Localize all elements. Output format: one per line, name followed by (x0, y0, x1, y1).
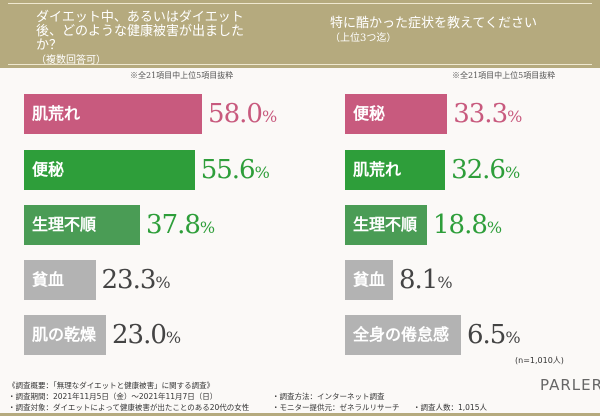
bar-left-1: 便秘 (24, 150, 195, 190)
bar-left-0: 肌荒れ (24, 94, 203, 134)
value-label: 18.8% (433, 210, 502, 240)
bottom-border (0, 413, 600, 416)
survey-target: ・調査対象：ダイエットによって健康被害が出たことのある20代の女性 (8, 403, 250, 412)
bar-right-2: 生理不順 (345, 205, 427, 245)
value-label: 23.3% (101, 265, 171, 295)
right-note: ※全21項目中上位5項目抜粋 (452, 71, 556, 80)
left-question: ダイエット中、あるいはダイエット後、どのような健康被害が出ましたか？ （複数回答可… (36, 10, 245, 67)
bar-right-4: 全身の倦怠感 (345, 315, 461, 355)
bar-right-1: 肌荒れ (345, 150, 446, 190)
value-label: 58.0% (208, 99, 277, 129)
bar-left-4: 肌の乾燥 (24, 315, 106, 355)
value-label: 32.6% (451, 155, 520, 185)
sample-size: (n=1,010人) (515, 356, 564, 365)
value-label: 55.6% (200, 155, 270, 185)
parler-logo: PARLER (540, 376, 600, 394)
survey-title: 《調査概要：「無理なダイエットと健康被害」に関する調査》 (8, 381, 215, 390)
value-label: 37.8% (146, 210, 215, 240)
value-label: 33.3% (453, 99, 522, 129)
value-label: 6.5% (467, 320, 521, 350)
bar-right-0: 便秘 (345, 94, 448, 134)
bar-left-3: 貧血 (24, 260, 96, 300)
right-question: 特に酷かった症状を教えてください （上位3つ迄） (330, 16, 537, 45)
survey-count: ・調査人数：1,015人 (413, 403, 487, 412)
value-label: 8.1% (399, 265, 453, 295)
survey-provider: ・モニター提供元：ゼネラルリサーチ (272, 403, 400, 412)
value-label: 23.0% (112, 320, 181, 350)
survey-period: ・調査期間：2021年11月5日（金）～2021年11月7日（日） (8, 392, 218, 401)
left-note: ※全21項目中上位5項目抜粋 (130, 71, 234, 80)
bar-left-2: 生理不順 (24, 205, 141, 245)
bar-right-3: 貧血 (345, 260, 393, 300)
survey-method: ・調査方法：インターネット調査 (272, 392, 385, 401)
header: ダイエット中、あるいはダイエット後、どのような健康被害が出ましたか？ （複数回答可… (0, 0, 600, 68)
